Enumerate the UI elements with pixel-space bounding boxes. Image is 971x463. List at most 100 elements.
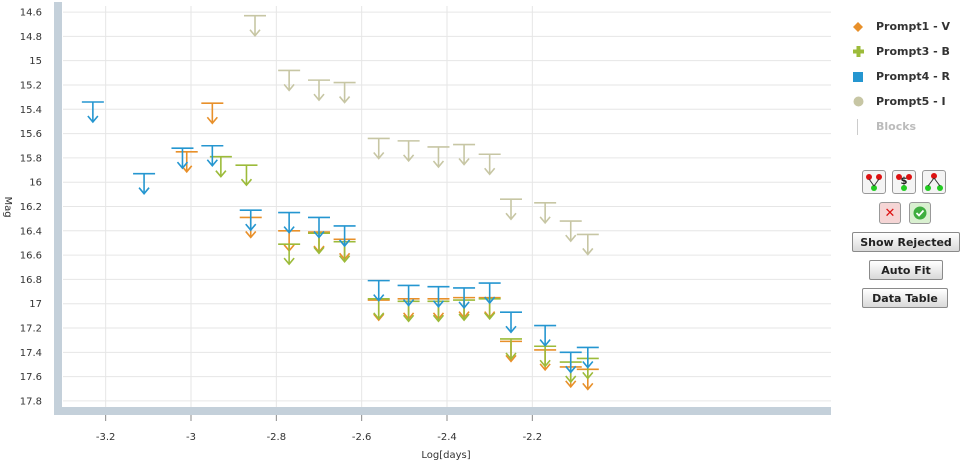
limit-arrowhead: [458, 301, 470, 310]
limit-marker: [209, 155, 232, 178]
limit-arrowhead: [313, 93, 325, 102]
series-Prompt5 - I: [244, 14, 599, 256]
limit-arrowhead: [505, 325, 517, 334]
diamond-icon: [850, 21, 866, 32]
square-icon: [850, 71, 866, 82]
limit-arrowhead: [565, 365, 577, 374]
limit-marker: [278, 211, 301, 234]
limit-marker: [201, 102, 224, 125]
limit-arrowhead: [373, 312, 385, 321]
limit-arrowhead: [87, 115, 99, 124]
limit-marker: [534, 324, 557, 347]
limit-arrowhead: [565, 380, 577, 389]
limit-arrowhead: [505, 212, 517, 221]
legend-item-blocks[interactable]: Blocks: [850, 114, 970, 139]
limit-arrowhead: [402, 154, 415, 163]
y-tick-label: 14.8: [20, 32, 42, 43]
accept-check-icon[interactable]: [909, 202, 931, 224]
svg-text:$: $: [901, 176, 908, 187]
y-tick-label: 14.6: [20, 8, 42, 19]
limit-arrowhead: [338, 255, 351, 263]
limit-arrowhead: [206, 159, 218, 167]
limit-arrowhead: [313, 246, 325, 255]
y-tick-label: 16.4: [20, 226, 42, 237]
limit-marker: [171, 147, 194, 170]
legend-label: Prompt4 - R: [876, 70, 950, 83]
limit-arrowhead: [582, 382, 594, 391]
line-icon: [850, 118, 866, 135]
limit-arrowhead: [582, 247, 594, 256]
y-tick-label: 15.8: [20, 153, 42, 164]
limit-marker: [81, 101, 104, 124]
y-tick-label: 17.8: [20, 396, 42, 407]
fit-mode-1-icon[interactable]: [862, 170, 886, 194]
limit-arrowhead: [206, 116, 218, 125]
y-axis-bar: [54, 2, 62, 407]
legend-item-b[interactable]: Prompt3 - B: [850, 39, 970, 64]
limit-marker: [397, 284, 420, 307]
limit-marker: [534, 202, 557, 225]
reject-x-icon[interactable]: ✕: [879, 202, 901, 224]
limit-arrowhead: [176, 161, 189, 170]
series-Prompt3 - B: [209, 155, 599, 384]
limit-arrowhead: [402, 298, 415, 307]
limit-marker: [427, 146, 450, 169]
limit-arrowhead: [245, 230, 257, 239]
limit-marker: [559, 220, 582, 243]
show-rejected-button[interactable]: Show Rejected: [852, 232, 960, 252]
legend-item-r[interactable]: Prompt4 - R: [850, 64, 970, 89]
limit-marker: [453, 287, 476, 310]
limit-arrowhead: [373, 294, 385, 302]
fit-mode-2-icon[interactable]: $: [892, 170, 916, 194]
limit-arrowhead: [582, 360, 594, 369]
legend-label: Prompt1 - V: [876, 20, 951, 33]
limit-marker: [244, 14, 266, 37]
y-tick-label: 15.6: [20, 129, 42, 140]
limit-arrowhead: [539, 359, 551, 368]
limit-marker: [559, 351, 582, 374]
limit-arrowhead: [240, 178, 253, 187]
legend-label: Prompt3 - B: [876, 45, 950, 58]
y-tick-label: 15.2: [20, 80, 42, 91]
x-tick-label: -2.6: [352, 432, 372, 443]
chart-axes: -3.2 -3 -2.8 -2.6 -2.4 -2.2 14.6 14.8 15 15.2 15.4…: [20, 2, 831, 443]
limit-marker: [367, 137, 390, 160]
limit-marker: [235, 164, 258, 187]
auto-fit-button[interactable]: Auto Fit: [869, 260, 943, 280]
chart-marks: [81, 14, 599, 391]
limit-arrowhead: [539, 363, 551, 372]
legend-label: Blocks: [876, 120, 917, 133]
limit-marker: [308, 216, 330, 239]
limit-arrowhead: [505, 352, 517, 361]
reject-accept-buttons: ✕: [879, 202, 931, 224]
limit-arrowhead: [283, 226, 295, 234]
x-tick-label: -3.2: [96, 432, 116, 443]
limit-marker: [333, 81, 356, 104]
limit-marker: [397, 140, 420, 163]
limit-marker: [576, 346, 599, 369]
limit-marker: [308, 79, 330, 102]
limit-marker: [478, 153, 501, 176]
limit-arrowhead: [283, 257, 295, 266]
limit-arrowhead: [245, 223, 257, 232]
y-tick-label: 16.6: [20, 251, 42, 262]
y-tick-label: 16.2: [20, 202, 42, 213]
y-tick-label: 16.8: [20, 275, 42, 286]
limit-arrowhead: [283, 83, 295, 92]
limit-arrowhead: [402, 314, 415, 323]
limit-marker: [201, 144, 224, 167]
y-tick-label: 15: [29, 56, 42, 67]
x-axis-label: Log[days]: [421, 450, 470, 461]
data-table-button[interactable]: Data Table: [862, 288, 948, 308]
limit-marker: [427, 285, 450, 308]
fit-mode-3-icon[interactable]: [922, 170, 946, 194]
legend-item-i[interactable]: Prompt5 - I: [850, 89, 970, 114]
limit-marker: [478, 282, 501, 305]
series-Prompt4 - R: [81, 101, 599, 374]
legend-item-v[interactable]: Prompt1 - V: [850, 14, 970, 39]
limit-arrowhead: [313, 230, 325, 239]
legend: Prompt1 - V Prompt3 - B Prompt4 - R Prom…: [850, 14, 970, 139]
limit-arrowhead: [458, 313, 470, 322]
limit-marker: [500, 311, 522, 334]
